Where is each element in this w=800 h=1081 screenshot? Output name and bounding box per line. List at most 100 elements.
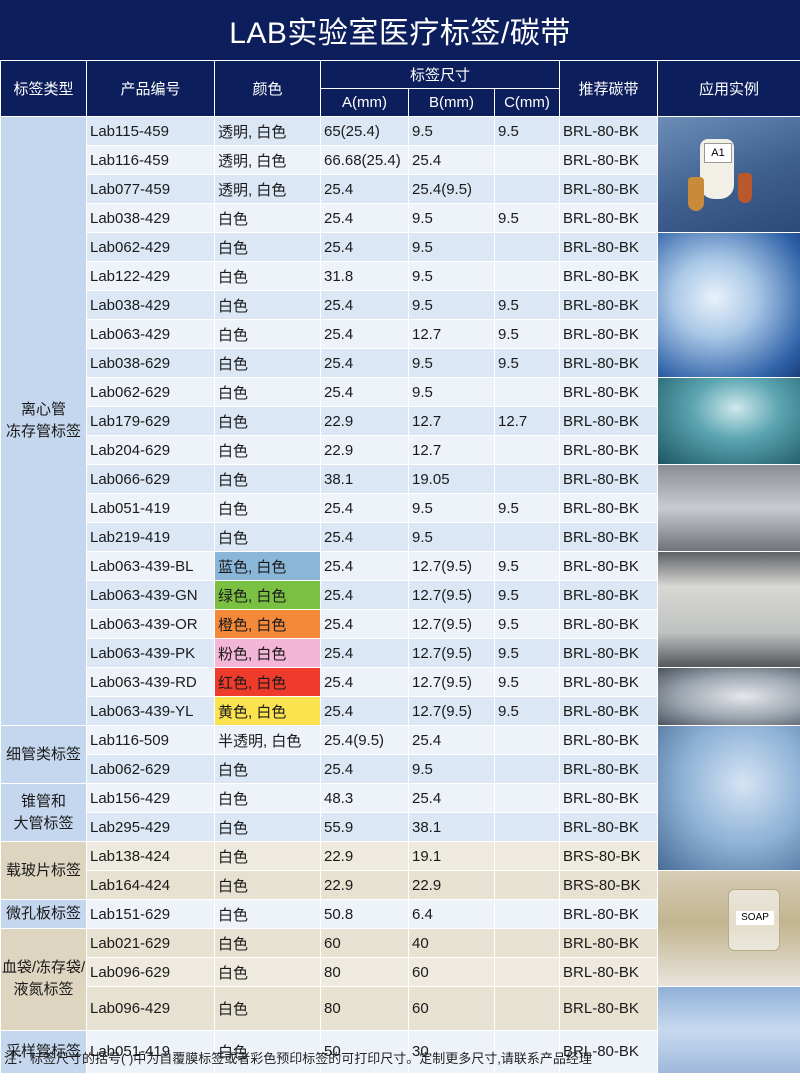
size-c-cell	[493, 899, 561, 929]
category-label: 血袋/冻存袋/ 液氮标签	[1, 959, 86, 999]
product-code-cell: Lab204-629	[86, 435, 215, 465]
category-label: 微孔板标签	[5, 905, 81, 922]
ribbon-cell: BRL-80-BK	[559, 696, 659, 726]
size-c-cell	[493, 377, 561, 407]
ribbon-cell: BRL-80-BK	[559, 522, 659, 552]
glass-vials-photo	[658, 465, 800, 551]
application-photo-cell	[657, 667, 800, 726]
size-b-cell: 9.5	[408, 232, 495, 262]
size-c-cell: 9.5	[493, 203, 561, 233]
table-row: Lab063-439-PK 粉色, 白色 25.4 12.7(9.5) 9.5 BRL-8…	[1, 638, 800, 668]
size-b-cell: 9.5	[408, 522, 495, 552]
ribbon-cell: BRL-80-BK	[559, 232, 659, 262]
product-code-cell: Lab062-629	[86, 754, 215, 784]
table-row: Lab066-629 白色 38.1 19.05 BRL-80-BK	[1, 464, 800, 552]
size-c-cell: 9.5	[493, 290, 561, 320]
product-code-cell: Lab051-419	[86, 1029, 215, 1074]
color-cell: 白色	[214, 319, 321, 349]
header-ribbon: 推荐碳带	[559, 60, 659, 117]
product-code-cell: Lab038-429	[86, 290, 215, 320]
header-label-size: 标签尺寸	[319, 60, 561, 89]
color-cell: 透明, 白色	[214, 145, 321, 175]
product-code-cell: Lab156-429	[86, 783, 215, 813]
color-cell: 白色	[214, 986, 321, 1031]
size-c-cell: 9.5	[493, 696, 561, 726]
size-a-cell: 25.4	[320, 754, 409, 784]
size-b-cell: 12.7(9.5)	[408, 696, 495, 726]
product-code-cell: Lab179-629	[86, 406, 215, 436]
size-c-cell	[493, 522, 561, 552]
size-a-cell: 25.4	[320, 232, 409, 262]
size-c-cell: 12.7	[493, 406, 561, 436]
size-b-cell: 12.7(9.5)	[408, 638, 495, 668]
product-code-cell: Lab096-429	[86, 986, 215, 1031]
size-a-cell: 25.4	[320, 348, 409, 378]
product-code-cell: Lab096-629	[86, 957, 215, 987]
size-b-cell: 30	[408, 1029, 495, 1074]
size-b-cell: 9.5	[408, 493, 495, 523]
size-a-cell: 25.4	[320, 522, 409, 552]
table-row: 血袋/冻存袋/ 液氮标签 Lab021-629 白色 60 40 BRL-80-BK	[0, 928, 800, 1031]
table-row: Lab063-439-BL 蓝色, 白色 25.4 12.7(9.5) 9.5 BRL-8…	[1, 551, 800, 668]
size-c-cell: 9.5	[493, 319, 561, 349]
ribbon-cell: BRL-80-BK	[559, 319, 659, 349]
size-a-cell: 48.3	[320, 783, 409, 813]
table-row: Lab204-629 白色 22.9 12.7 BRL-80-BK	[1, 435, 800, 465]
ribbon-cell: BRL-80-BK	[559, 580, 659, 610]
color-cell: 白色	[214, 464, 321, 494]
size-b-cell: 12.7(9.5)	[408, 551, 495, 581]
color-cell: 红色, 白色	[214, 667, 321, 697]
color-cell: 白色	[214, 203, 321, 233]
product-code-cell: Lab063-439-PK	[86, 638, 215, 668]
category-label: 载玻片标签	[5, 861, 81, 879]
bottle-label-text: SOAP	[741, 912, 769, 923]
size-c-cell	[493, 174, 561, 204]
ribbon-cell: BRL-80-BK	[559, 899, 659, 929]
product-code-cell: Lab021-629	[86, 928, 215, 958]
color-cell: 白色	[214, 841, 321, 871]
table-row: Lab164-424 白色 22.9 22.9 BRS-80-BK SOAP	[1, 870, 800, 987]
tube-label-text: A1	[711, 147, 725, 159]
size-c-cell	[493, 783, 561, 813]
ribbon-cell: BRL-80-BK	[559, 261, 659, 291]
size-b-cell: 9.5	[408, 290, 495, 320]
table-row: 细管类标签 Lab116-509 半透明, 白色 25.4(9.5) 25.4 BRL-8…	[0, 725, 800, 871]
ribbon-cell: BRL-80-BK	[559, 609, 659, 639]
size-a-cell: 50.8	[320, 899, 409, 929]
category-label: 采样管标签	[5, 1042, 81, 1060]
header-size-c: C(mm)	[493, 88, 561, 117]
size-a-cell: 50	[320, 1029, 409, 1074]
color-cell: 透明, 白色	[214, 116, 321, 146]
size-c-cell: 9.5	[493, 551, 561, 581]
table-row: Lab051-419 白色 25.4 9.5 9.5 BRL-80-BK	[1, 493, 800, 523]
ribbon-cell: BRL-80-BK	[559, 812, 659, 842]
category-cell: 细管类标签	[0, 725, 87, 784]
table-row: Lab038-629 白色 25.4 9.5 9.5 BRL-80-BK	[1, 348, 800, 378]
bottle-label: SOAP	[736, 911, 775, 925]
size-b-cell: 12.7	[408, 435, 495, 465]
application-photo-cell	[657, 232, 800, 378]
header-size-a: A(mm)	[320, 88, 409, 117]
product-code-cell: Lab295-429	[86, 812, 215, 842]
product-code-cell: Lab063-439-BL	[86, 551, 215, 581]
table-row: Lab179-629 白色 22.9 12.7 12.7 BRL-80-BK	[1, 406, 800, 436]
product-code-cell: Lab051-419	[86, 493, 215, 523]
color-cell: 白色	[214, 348, 321, 378]
table-row: Lab295-429 白色 55.9 38.1 BRL-80-BK	[1, 812, 800, 842]
size-a-cell: 25.4	[320, 551, 409, 581]
ribbon-cell: BRL-80-BK	[559, 1029, 659, 1074]
size-c-cell	[493, 870, 561, 900]
size-a-cell: 65(25.4)	[320, 116, 409, 146]
ribbon-cell: BRL-80-BK	[559, 435, 659, 465]
ribbon-cell: BRL-80-BK	[559, 754, 659, 784]
tube-label: A1	[704, 143, 733, 163]
color-cell: 透明, 白色	[214, 174, 321, 204]
size-b-cell: 9.5	[408, 348, 495, 378]
color-cell: 黄色, 白色	[214, 696, 321, 726]
ribbon-cell: BRS-80-BK	[559, 841, 659, 871]
bottles-photo: SOAP	[658, 871, 800, 986]
category-cell: 锥管和 大管标签	[0, 783, 87, 842]
application-photo-cell	[657, 551, 800, 668]
table-row: 微孔板标签 Lab151-629 白色 50.8 6.4 BRL-80-BK	[0, 899, 800, 929]
product-code-cell: Lab116-459	[86, 145, 215, 175]
